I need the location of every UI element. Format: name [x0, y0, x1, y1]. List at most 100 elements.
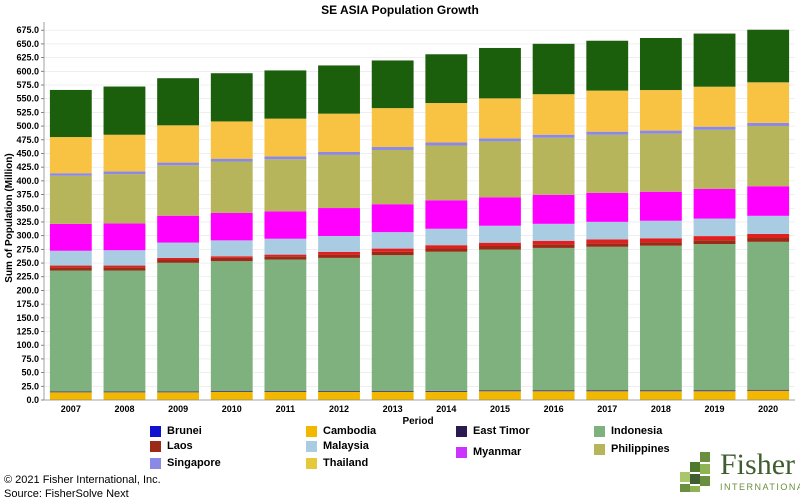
y-tick-label: 475.0: [16, 135, 39, 145]
bar-segment-indonesia-2016: [532, 247, 575, 391]
bar-segment-indonesia-2008: [103, 270, 146, 392]
bar-segment-malaysia-2009: [157, 242, 200, 258]
bar-segment-laos-2018: [639, 242, 682, 246]
bar-segment-myanmar-2019: [693, 188, 736, 219]
bar-segment-cambodia-2017: [586, 391, 629, 400]
fisher-logo: Fisher INTERNATIONAL: [676, 448, 800, 498]
bar-segment-thailand-2019: [693, 236, 736, 241]
bar-segment-thailand-2012: [318, 251, 360, 255]
y-tick-label: 200.0: [16, 285, 39, 295]
bar-stack-2015: [479, 47, 521, 400]
bar-segment-philippines-2018: [639, 133, 682, 192]
x-tick-label: 2013: [383, 404, 403, 414]
y-tick-label: 0.0: [26, 395, 39, 405]
bar-segment-myanmar-2016: [532, 194, 575, 224]
bar-segment-laos-2020: [747, 238, 790, 242]
bar-segment-laos-2015: [479, 246, 521, 250]
bar-segment-malaysia-2012: [318, 235, 360, 252]
bar-segment-thailand-2016: [532, 240, 575, 245]
bar-segment-thailand-2020: [747, 233, 790, 239]
y-tick-label: 650.0: [16, 39, 39, 49]
bar-segment-myanmar-2017: [586, 192, 629, 222]
bar-segment-cambodia-2016: [532, 391, 575, 400]
x-tick-label: 2014: [436, 404, 456, 414]
bar-segment-vietnam-2010: [210, 121, 253, 159]
bar-segment-indonesia-2014: [425, 251, 468, 391]
bar-segment-myanmar-2011: [264, 211, 307, 239]
bar-segment-indonesia-2019: [693, 244, 736, 391]
bar-segment-other-2018: [639, 37, 682, 91]
y-tick-label: 350.0: [16, 203, 39, 213]
bar-stack-2007: [49, 89, 92, 400]
bar-segment-cambodia-2015: [479, 391, 521, 400]
bar-segment-other-2016: [532, 43, 575, 95]
bar-segment-vietnam-2014: [425, 103, 468, 143]
y-tick-label: 400.0: [16, 176, 39, 186]
bar-segment-laos-2010: [210, 257, 253, 262]
bar-segment-cambodia-2008: [103, 392, 146, 400]
bar-segment-singapore-2013: [371, 147, 414, 150]
bar-segment-laos-2019: [693, 240, 736, 245]
bar-segment-east-timor-2019: [693, 390, 736, 392]
bar-stack-2013: [371, 60, 414, 400]
x-tick-label: 2017: [597, 404, 617, 414]
bar-segment-indonesia-2017: [586, 246, 629, 391]
bar-segment-malaysia-2008: [103, 250, 146, 266]
bar-segment-east-timor-2010: [210, 391, 253, 392]
bar-segment-other-2010: [210, 73, 253, 122]
copyright-text: © 2021 Fisher International, Inc.: [4, 474, 161, 486]
bar-segment-laos-2007: [49, 267, 92, 271]
bar-segment-vietnam-2017: [586, 90, 629, 132]
bar-stack-2010: [210, 73, 253, 400]
y-tick-label: 575.0: [16, 80, 39, 90]
bar-segment-indonesia-2010: [210, 261, 253, 392]
bar-segment-myanmar-2007: [49, 223, 92, 251]
bar-segment-philippines-2008: [103, 174, 146, 224]
bar-segment-indonesia-2020: [747, 241, 790, 390]
x-tick-label: 2019: [705, 404, 725, 414]
bar-segment-philippines-2015: [479, 141, 521, 198]
bar-segment-malaysia-2014: [425, 228, 468, 246]
bar-segment-other-2020: [747, 29, 790, 83]
bar-segment-cambodia-2012: [318, 391, 360, 400]
bar-segment-other-2017: [586, 40, 629, 91]
bar-segment-cambodia-2020: [747, 390, 790, 400]
y-tick-label: 425.0: [16, 162, 39, 172]
bar-segment-malaysia-2015: [479, 225, 521, 243]
bar-segment-indonesia-2009: [157, 262, 200, 392]
bar-segment-indonesia-2007: [49, 270, 92, 392]
y-tick-label: 150.0: [16, 313, 39, 323]
bar-segment-vietnam-2011: [264, 118, 307, 157]
bar-stack-2019: [693, 33, 736, 400]
bar-segment-myanmar-2009: [157, 215, 200, 243]
bar-segment-east-timor-2018: [639, 390, 682, 392]
bar-segment-laos-2009: [157, 259, 200, 263]
bar-stack-2020: [747, 29, 790, 400]
bar-segment-vietnam-2009: [157, 125, 200, 163]
bar-segment-indonesia-2011: [264, 259, 307, 392]
x-tick-label: 2010: [222, 404, 242, 414]
bar-segment-malaysia-2019: [693, 218, 736, 237]
bar-stack-2008: [103, 86, 146, 400]
bar-segment-singapore-2010: [210, 158, 253, 162]
bar-segment-philippines-2013: [371, 149, 414, 205]
bar-stack-2017: [586, 40, 629, 400]
y-tick-label: 450.0: [16, 148, 39, 158]
bar-segment-other-2019: [693, 33, 736, 87]
bar-segment-other-2013: [371, 60, 414, 109]
bar-segment-east-timor-2011: [264, 391, 307, 392]
bar-segment-cambodia-2009: [157, 392, 200, 400]
bar-segment-singapore-2019: [693, 126, 736, 130]
y-tick-label: 625.0: [16, 53, 39, 63]
bar-segment-cambodia-2010: [210, 391, 253, 400]
x-tick-label: 2018: [651, 404, 671, 414]
bar-segment-malaysia-2011: [264, 238, 307, 255]
y-axis-label: Sum of Population (Million): [4, 153, 15, 282]
x-tick-label: 2007: [61, 404, 81, 414]
x-tick-label: 2012: [329, 404, 349, 414]
x-tick-label: 2016: [544, 404, 564, 414]
bar-segment-philippines-2016: [532, 137, 575, 195]
bar-segment-singapore-2020: [747, 122, 790, 126]
bar-segment-thailand-2013: [371, 248, 414, 252]
